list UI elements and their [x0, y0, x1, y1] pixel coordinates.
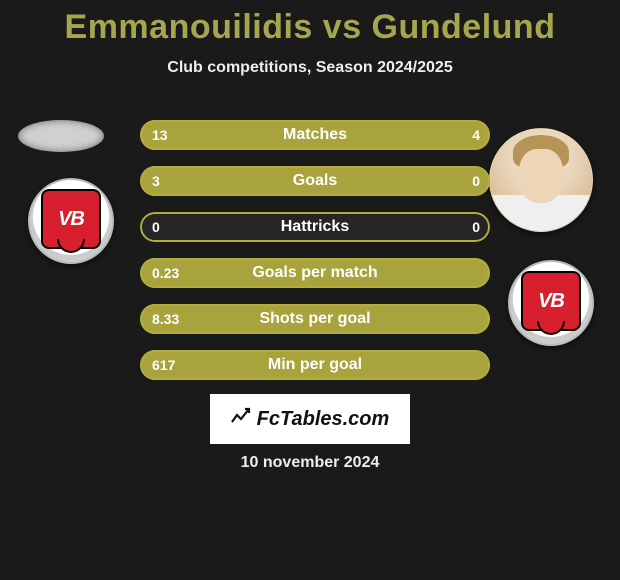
subtitle: Club competitions, Season 2024/2025	[0, 59, 620, 77]
stat-row: Matches13 4	[0, 120, 620, 150]
stat-value-right: 0	[472, 166, 480, 196]
stat-label: Goals	[140, 166, 490, 196]
stat-row: Shots per goal8.33	[0, 304, 620, 334]
stat-row: Min per goal617	[0, 350, 620, 380]
stat-label: Goals per match	[140, 258, 490, 288]
stats-chart: Matches134Goals30Hattricks00Goals per ma…	[0, 120, 620, 396]
comparison-infographic: Emmanouilidis vs Gundelund Club competit…	[0, 0, 620, 580]
stat-value-left: 0	[152, 212, 160, 242]
stat-label: Min per goal	[140, 350, 490, 380]
stat-row: Goals3 0	[0, 166, 620, 196]
fctables-watermark: FcTables.com	[210, 394, 410, 444]
stat-value-left: 8.33	[152, 304, 179, 334]
chart-icon	[231, 407, 251, 431]
stat-value-left: 3	[152, 166, 160, 196]
stat-label: Shots per goal	[140, 304, 490, 334]
stat-label: Hattricks	[140, 212, 490, 242]
stat-row: Hattricks0 0	[0, 212, 620, 242]
stat-value-right: 0	[472, 212, 480, 242]
fctables-label: FcTables.com	[257, 408, 390, 431]
stat-value-left: 0.23	[152, 258, 179, 288]
stat-value-right: 4	[472, 120, 480, 150]
page-title: Emmanouilidis vs Gundelund	[0, 0, 620, 47]
stat-value-left: 617	[152, 350, 175, 380]
stat-label: Matches	[140, 120, 490, 150]
stat-value-left: 13	[152, 120, 168, 150]
stat-row: Goals per match0.23	[0, 258, 620, 288]
date-label: 10 november 2024	[0, 454, 620, 472]
